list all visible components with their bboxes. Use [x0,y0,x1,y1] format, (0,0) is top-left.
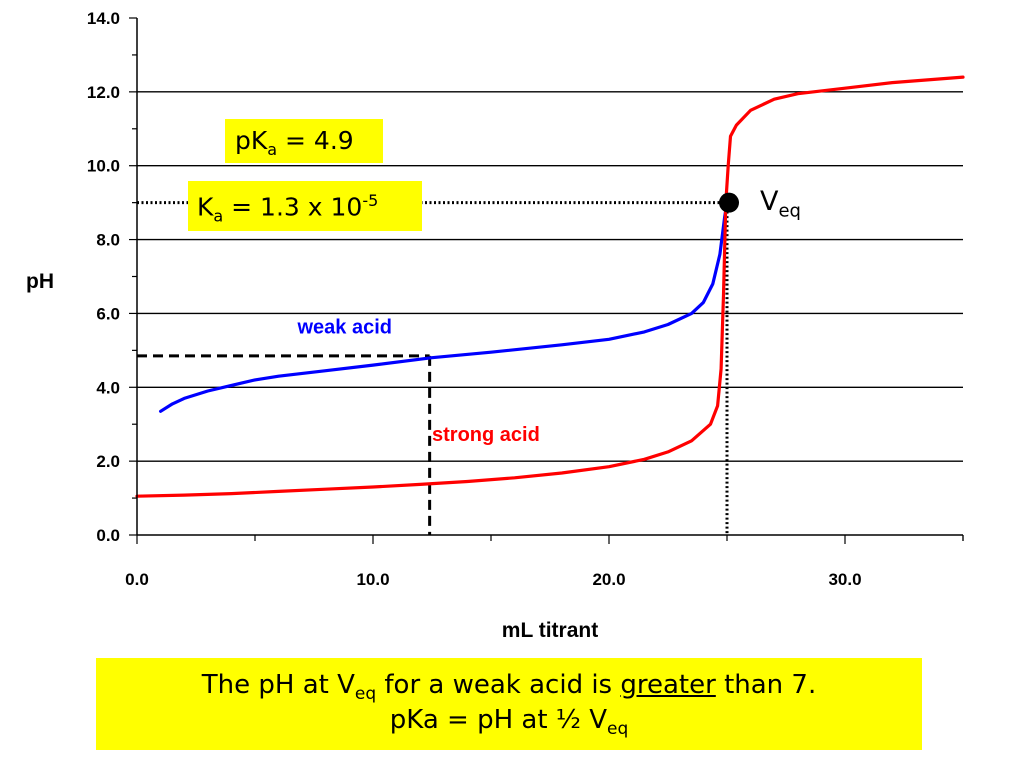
note-line-1-part-c: than 7. [715,670,817,700]
note-line-1: The pH at Veq for a weak acid is greater… [96,670,922,705]
x-tick-label: 0.0 [125,570,149,589]
veq-base: V [760,186,779,217]
x-tick-label: 30.0 [828,570,861,589]
x-tick-label: 20.0 [592,570,625,589]
note-line-1-emphasis: greater [620,670,716,700]
y-axis-title: pH [26,270,54,293]
summary-note: The pH at Veq for a weak acid is greater… [96,658,922,750]
guide-lines [137,201,729,535]
pka-callout: pKa = 4.9 [225,119,383,163]
y-tick-label: 6.0 [96,304,120,323]
series-line-weak-acid [159,201,729,413]
pka-base: pK [235,126,268,155]
pka-subscript: a [267,140,278,159]
y-tick-label: 10.0 [87,157,120,176]
axes [129,17,964,544]
y-tick-label: 14.0 [87,9,120,28]
series-line-strong-acid [135,75,965,498]
titration-chart: 0.0 2.0 4.0 6.0 8.0 10.0 12.0 14.0 0.0 10.0 20.0 30… [26,9,965,642]
note-line-1-part-a: The pH at V [201,670,355,700]
y-tick-label: 0.0 [96,526,120,545]
ka-base: K [197,192,214,222]
ka-callout: Ka = 1.3 x 10-5 [188,181,422,231]
axis-labels: 0.0 2.0 4.0 6.0 8.0 10.0 12.0 14.0 0.0 10.0 20.0 30… [26,9,862,642]
veq-label: Veq [760,186,801,221]
y-tick-label: 4.0 [96,378,120,397]
ka-exponent: -5 [362,191,379,210]
y-tick-label: 12.0 [87,83,120,102]
note-line-1-part-b: for a weak acid is [376,670,621,700]
note-line-2: pKa = pH at ½ Veq [96,705,922,740]
note-line-2-subscript: eq [607,718,629,739]
pka-value: = 4.9 [277,126,354,155]
x-axis-title: mL titrant [502,619,598,642]
ka-value: = 1.3 x 10 [223,192,363,222]
series-layer [135,75,965,498]
y-tick-label: 8.0 [96,231,120,250]
weak-acid-label: weak acid [296,317,392,339]
veq-subscript: eq [778,200,801,222]
y-tick-label: 2.0 [96,452,120,471]
grid-lines [137,91,963,462]
strong-acid-label: strong acid [432,424,540,446]
equivalence-point-marker [719,192,739,213]
note-line-1-subscript: eq [354,684,377,705]
markers [719,192,739,213]
ka-subscript: a [213,206,224,226]
x-tick-label: 10.0 [356,570,389,589]
note-line-2-text: pKa = pH at ½ V [389,704,608,735]
